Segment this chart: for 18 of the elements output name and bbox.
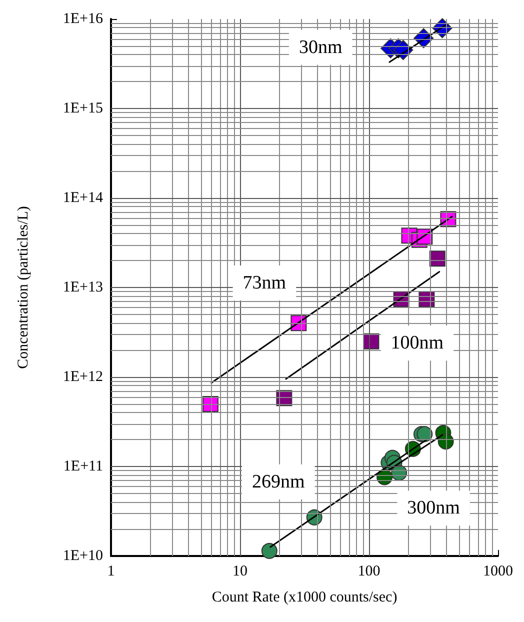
- y-axis-title: Concentration (particles/L): [16, 206, 32, 369]
- y-tick-label: 1E+13: [62, 280, 103, 296]
- x-tick-label: 100: [358, 564, 380, 580]
- x-axis-title: Count Rate (x1000 counts/sec): [212, 590, 398, 606]
- x-tick-label: 1000: [483, 564, 513, 580]
- y-tick-label: 1E+16: [62, 11, 104, 27]
- y-tick-label: 1E+11: [63, 458, 103, 474]
- x-tick-label: 10: [232, 564, 248, 580]
- y-tick-label: 1E+15: [62, 100, 103, 116]
- series-label: 269nm: [252, 471, 306, 492]
- x-tick-label: 1: [107, 564, 115, 580]
- series-label: 100nm: [390, 332, 444, 354]
- y-tick-label: 1E+10: [62, 548, 103, 564]
- series-label: 300nm: [407, 498, 460, 519]
- text: 30nm: [298, 36, 342, 58]
- series-label: 73nm: [242, 272, 286, 294]
- y-tick-label: 1E+12: [62, 369, 103, 385]
- y-tick-label: 1E+14: [62, 190, 104, 206]
